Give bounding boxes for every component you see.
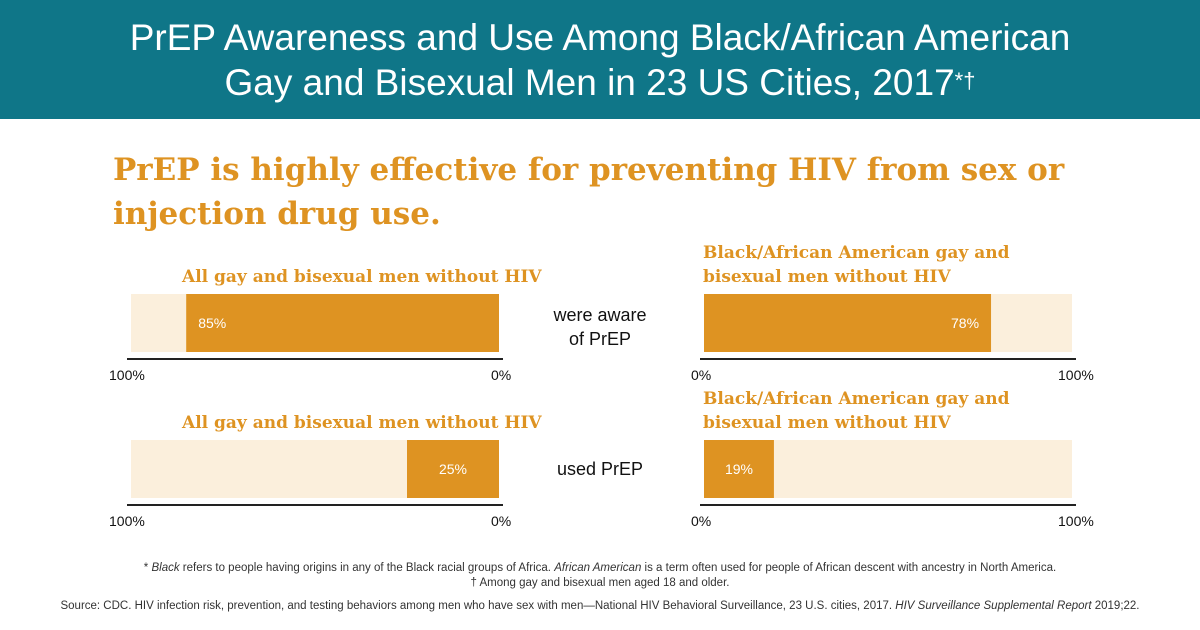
- panel-title-all-used: All gay and bisexual men without HIV: [182, 413, 542, 433]
- axis-tick-label: 100%: [109, 367, 145, 383]
- source-citation: Source: CDC. HIV infection risk, prevent…: [60, 600, 1140, 612]
- panel-title-black-used: Black/African American gay and bisexual …: [703, 389, 1010, 433]
- title-banner: PrEP Awareness and Use Among Black/Afric…: [0, 0, 1200, 119]
- measure-label-aware: were aware of PrEP: [553, 305, 647, 349]
- measure-label-used: used PrEP: [556, 459, 644, 479]
- headline: PrEP is highly effective for preventing …: [113, 152, 1065, 232]
- title-footnote-marks: *†: [954, 67, 976, 93]
- data-label: 78%: [951, 315, 979, 331]
- axis-tick-label: 100%: [1058, 513, 1094, 529]
- panel-title-black-aware: Black/African American gay and bisexual …: [703, 243, 1010, 287]
- data-label: 85%: [198, 315, 226, 331]
- bar: [704, 440, 774, 498]
- axis-tick-label: 100%: [109, 513, 145, 529]
- panel-title-all-aware: All gay and bisexual men without HIV: [182, 267, 542, 287]
- axis-tick-label: 0%: [691, 367, 712, 383]
- footnote-definitions: * Black refers to people having origins …: [143, 562, 1057, 574]
- bar: [407, 440, 499, 498]
- axis-tick-label: 100%: [1058, 367, 1094, 383]
- bar: [704, 294, 992, 352]
- footnote-age: † Among gay and bisexual men aged 18 and…: [470, 577, 730, 589]
- page-title-line-2: Gay and Bisexual Men in 23 US Cities, 20…: [224, 61, 955, 103]
- axis-tick-label: 0%: [491, 367, 512, 383]
- data-label: 19%: [725, 461, 753, 477]
- axis-tick-label: 0%: [491, 513, 512, 529]
- bar: [186, 294, 499, 352]
- axis-tick-label: 0%: [691, 513, 712, 529]
- data-label: 25%: [439, 461, 467, 477]
- page-title-line-1: PrEP Awareness and Use Among Black/Afric…: [129, 16, 1071, 58]
